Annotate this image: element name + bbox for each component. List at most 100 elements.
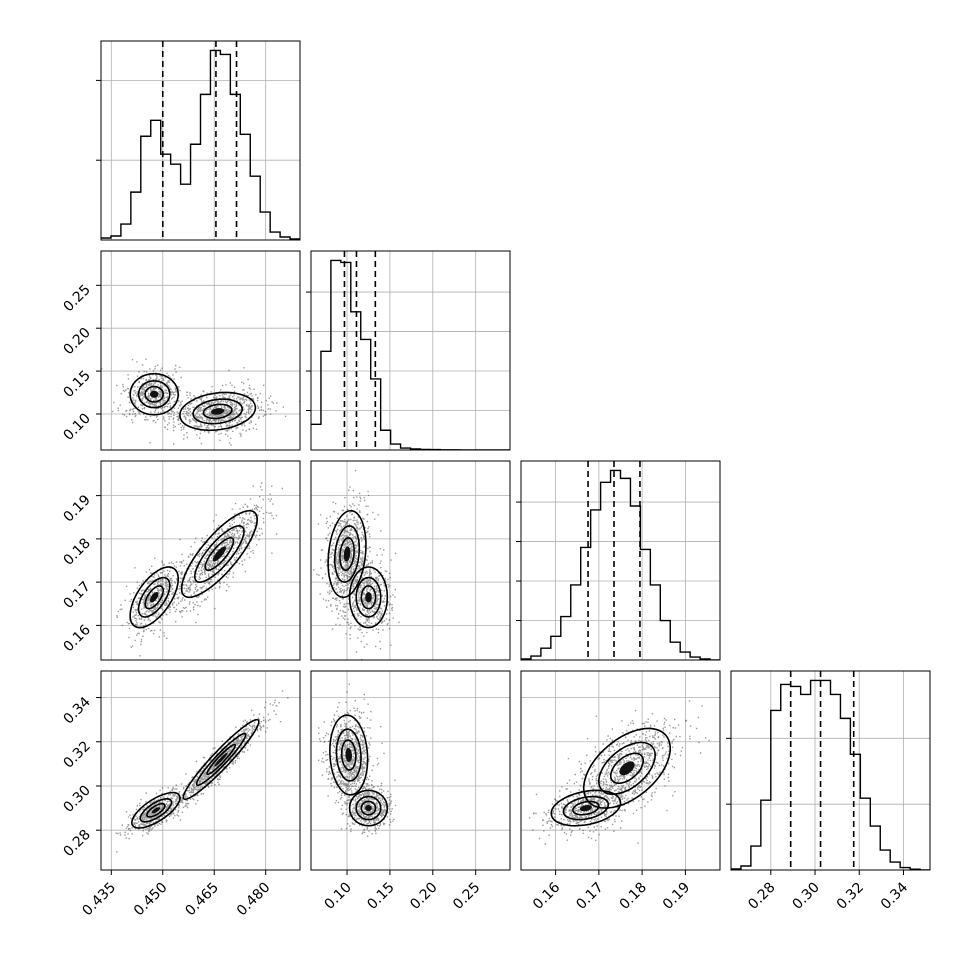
x-tick-label: 0.32 xyxy=(834,880,867,913)
scatter-points xyxy=(115,690,289,853)
contour-level-1 xyxy=(137,576,171,618)
contour-level-0 xyxy=(180,509,258,599)
x-tick-label: 0.19 xyxy=(660,880,693,913)
density-panel-0-1: 0.10 0.15 0.20 0.25 xyxy=(60,250,301,451)
contour-level-2 xyxy=(572,800,600,816)
panel-frame xyxy=(520,460,721,661)
contour-level-3 xyxy=(151,807,161,814)
contour-level-2 xyxy=(360,585,377,610)
contour-level-2 xyxy=(204,536,235,572)
y-tick-label: 0.28 xyxy=(60,827,93,860)
contour-level-1 xyxy=(137,380,171,409)
panel-frame xyxy=(100,40,301,241)
x-tick-label: 0.30 xyxy=(789,880,822,913)
density-panel-0-2: 0.16 0.17 0.18 0.19 xyxy=(60,460,301,661)
scatter-points xyxy=(101,358,300,446)
scatter-points xyxy=(528,700,710,845)
contour-level-3 xyxy=(211,408,225,415)
contour-level-0 xyxy=(131,791,181,829)
contour-level-3 xyxy=(345,748,353,762)
y-tick-label: 0.25 xyxy=(60,282,93,315)
histogram-panel-3 xyxy=(726,670,931,871)
x-tick-label: 0.450 xyxy=(131,880,171,920)
contour-level-0 xyxy=(550,789,622,827)
x-tick-label: 0.18 xyxy=(617,880,650,913)
panel-frame xyxy=(730,670,931,871)
contour-level-0 xyxy=(329,714,369,796)
contour-level-3 xyxy=(214,752,228,767)
contour-level-3 xyxy=(149,591,159,603)
contour-level-2 xyxy=(146,802,166,818)
scatter-points xyxy=(116,482,283,657)
contour-level-1 xyxy=(195,732,247,787)
panel-frame xyxy=(100,250,301,451)
contour-level-2 xyxy=(360,800,377,816)
contour-level-0 xyxy=(129,566,179,629)
contour-level-0 xyxy=(327,509,367,599)
density-panel-2-3 xyxy=(520,670,721,871)
contour-level-2 xyxy=(144,585,164,610)
contour-level-3 xyxy=(149,390,159,398)
x-tick-label: 0.17 xyxy=(573,880,606,913)
y-tick-label: 0.30 xyxy=(60,782,93,815)
panel-frame xyxy=(520,670,721,871)
x-tick-label: 0.10 xyxy=(321,880,354,913)
y-tick-label: 0.32 xyxy=(60,738,93,771)
y-tick-label: 0.17 xyxy=(60,579,93,612)
contour-level-0 xyxy=(129,372,179,416)
density-layer xyxy=(115,690,289,853)
contour-level-1 xyxy=(562,795,610,821)
density-layer xyxy=(313,469,400,660)
contour-level-3 xyxy=(365,804,372,812)
panel-frame xyxy=(310,460,511,661)
x-tick-label: 0.25 xyxy=(450,880,483,913)
contour-level-0 xyxy=(179,391,257,432)
contour-level-3 xyxy=(579,804,592,812)
contour-level-2 xyxy=(206,743,237,776)
x-tick-label: 0.20 xyxy=(407,880,440,913)
panel-frame xyxy=(100,460,301,661)
contour-level-3 xyxy=(365,591,372,603)
y-tick-label: 0.34 xyxy=(60,694,93,727)
contour-level-2 xyxy=(339,536,355,572)
x-tick-label: 0.15 xyxy=(364,880,397,913)
panel-frame xyxy=(310,670,511,871)
contour-level-2 xyxy=(340,739,357,771)
x-tick-label: 0.16 xyxy=(530,879,563,912)
contour-level-1 xyxy=(355,576,382,618)
contour-level-1 xyxy=(139,798,173,823)
contour-level-3 xyxy=(343,546,351,562)
density-panel-0-3: 0.28 0.30 0.32 0.34 xyxy=(60,670,301,871)
density-layer xyxy=(116,482,283,657)
x-tick-label: 0.28 xyxy=(745,880,778,913)
x-tick-label: 0.480 xyxy=(234,880,274,920)
density-layer xyxy=(101,358,300,446)
histogram-panel-0 xyxy=(96,40,301,241)
y-tick-label: 0.20 xyxy=(60,325,93,358)
x-tick-label: 0.34 xyxy=(878,879,911,912)
panel-frame xyxy=(100,670,301,871)
contour-level-0 xyxy=(348,789,389,827)
density-panel-1-3 xyxy=(310,670,511,871)
histogram-series-1 xyxy=(311,259,510,450)
histogram-series-0 xyxy=(101,49,300,240)
y-tick-label: 0.10 xyxy=(60,410,93,443)
histogram-series-2 xyxy=(521,469,720,660)
contour-level-1 xyxy=(335,728,362,782)
histogram-panel-1 xyxy=(306,250,511,451)
x-tick-label: 0.435 xyxy=(79,880,119,920)
density-panel-1-2 xyxy=(310,460,511,661)
contour-level-1 xyxy=(598,741,656,795)
contour-level-2 xyxy=(609,752,645,785)
density-layer xyxy=(318,683,397,837)
contour-level-1 xyxy=(194,525,245,583)
y-tick-label: 0.18 xyxy=(60,535,93,568)
contour-level-1 xyxy=(355,795,382,821)
contour-level-1 xyxy=(333,525,361,583)
contour-level-2 xyxy=(202,403,233,420)
contour-level-2 xyxy=(144,385,164,403)
histogram-series-3 xyxy=(731,679,930,870)
y-tick-label: 0.19 xyxy=(60,492,93,525)
